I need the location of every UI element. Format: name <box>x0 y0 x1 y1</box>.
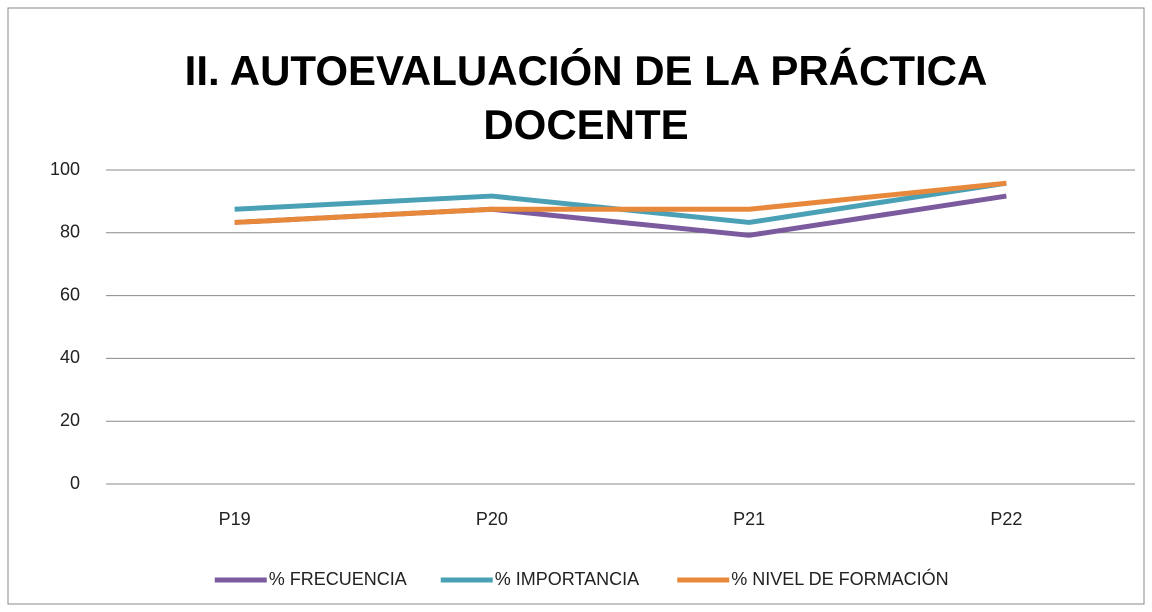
chart-title: II. AUTOEVALUACIÓN DE LA PRÁCTICA <box>185 46 988 94</box>
y-tick-label: 80 <box>60 222 80 242</box>
y-tick-label: 40 <box>60 347 80 367</box>
legend-label: % IMPORTANCIA <box>495 569 639 589</box>
x-tick-label: P19 <box>219 509 251 529</box>
legend-label: % FRECUENCIA <box>269 569 407 589</box>
x-tick-label: P20 <box>476 509 508 529</box>
y-tick-label: 100 <box>50 159 80 179</box>
chart-title: DOCENTE <box>483 101 688 148</box>
series-line <box>234 180 1007 225</box>
y-tick-label: 0 <box>70 473 80 493</box>
chart-border <box>7 7 1145 605</box>
x-tick-label: P22 <box>990 509 1022 529</box>
legend-label: % NIVEL DE FORMACIÓN <box>731 568 948 589</box>
x-tick-label: P21 <box>733 509 765 529</box>
y-tick-label: 60 <box>60 284 80 304</box>
y-tick-label: 20 <box>60 410 80 430</box>
